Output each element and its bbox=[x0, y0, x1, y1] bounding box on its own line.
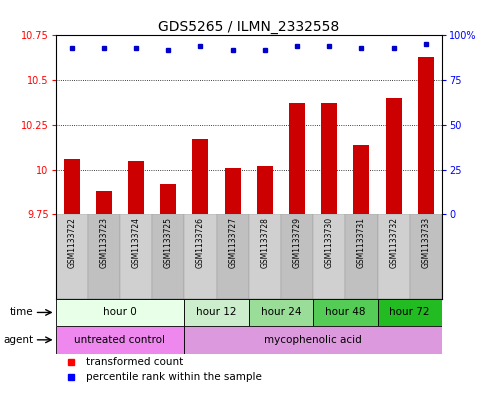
Bar bbox=[410, 215, 442, 299]
Text: hour 48: hour 48 bbox=[325, 307, 366, 318]
Bar bbox=[56, 299, 185, 326]
Text: mycophenolic acid: mycophenolic acid bbox=[264, 335, 362, 345]
Text: transformed count: transformed count bbox=[86, 357, 184, 367]
Bar bbox=[185, 299, 249, 326]
Bar bbox=[249, 215, 281, 299]
Bar bbox=[192, 139, 209, 215]
Bar bbox=[321, 103, 337, 215]
Bar bbox=[185, 326, 442, 354]
Bar bbox=[378, 299, 442, 326]
Bar bbox=[225, 168, 241, 215]
Bar bbox=[64, 159, 80, 215]
Bar bbox=[56, 326, 185, 354]
Bar bbox=[385, 98, 402, 215]
Text: GSM1133733: GSM1133733 bbox=[421, 217, 430, 268]
Bar bbox=[313, 299, 378, 326]
Text: agent: agent bbox=[3, 335, 33, 345]
Text: percentile rank within the sample: percentile rank within the sample bbox=[86, 372, 262, 382]
Text: hour 72: hour 72 bbox=[389, 307, 430, 318]
Text: GSM1133725: GSM1133725 bbox=[164, 217, 173, 268]
Text: GSM1133728: GSM1133728 bbox=[260, 217, 270, 268]
Bar bbox=[128, 161, 144, 215]
Title: GDS5265 / ILMN_2332558: GDS5265 / ILMN_2332558 bbox=[158, 20, 340, 34]
Bar bbox=[216, 215, 249, 299]
Bar bbox=[378, 215, 410, 299]
Text: time: time bbox=[9, 307, 33, 318]
Bar bbox=[289, 103, 305, 215]
Bar bbox=[185, 215, 216, 299]
Text: GSM1133730: GSM1133730 bbox=[325, 217, 334, 268]
Text: hour 12: hour 12 bbox=[196, 307, 237, 318]
Bar bbox=[88, 215, 120, 299]
Text: GSM1133729: GSM1133729 bbox=[293, 217, 301, 268]
Text: GSM1133731: GSM1133731 bbox=[357, 217, 366, 268]
Bar bbox=[257, 166, 273, 215]
Text: GSM1133726: GSM1133726 bbox=[196, 217, 205, 268]
Bar bbox=[345, 215, 378, 299]
Text: untreated control: untreated control bbox=[74, 335, 166, 345]
Bar bbox=[418, 57, 434, 215]
Text: GSM1133732: GSM1133732 bbox=[389, 217, 398, 268]
Bar bbox=[313, 215, 345, 299]
Bar bbox=[56, 215, 88, 299]
Text: hour 24: hour 24 bbox=[261, 307, 301, 318]
Bar bbox=[120, 215, 152, 299]
Text: GSM1133724: GSM1133724 bbox=[131, 217, 141, 268]
Bar bbox=[354, 145, 369, 215]
Text: GSM1133727: GSM1133727 bbox=[228, 217, 237, 268]
Bar bbox=[152, 215, 185, 299]
Text: GSM1133722: GSM1133722 bbox=[67, 217, 76, 268]
Bar bbox=[160, 184, 176, 215]
Text: hour 0: hour 0 bbox=[103, 307, 137, 318]
Bar bbox=[249, 299, 313, 326]
Text: GSM1133723: GSM1133723 bbox=[99, 217, 108, 268]
Bar bbox=[96, 191, 112, 215]
Bar bbox=[281, 215, 313, 299]
